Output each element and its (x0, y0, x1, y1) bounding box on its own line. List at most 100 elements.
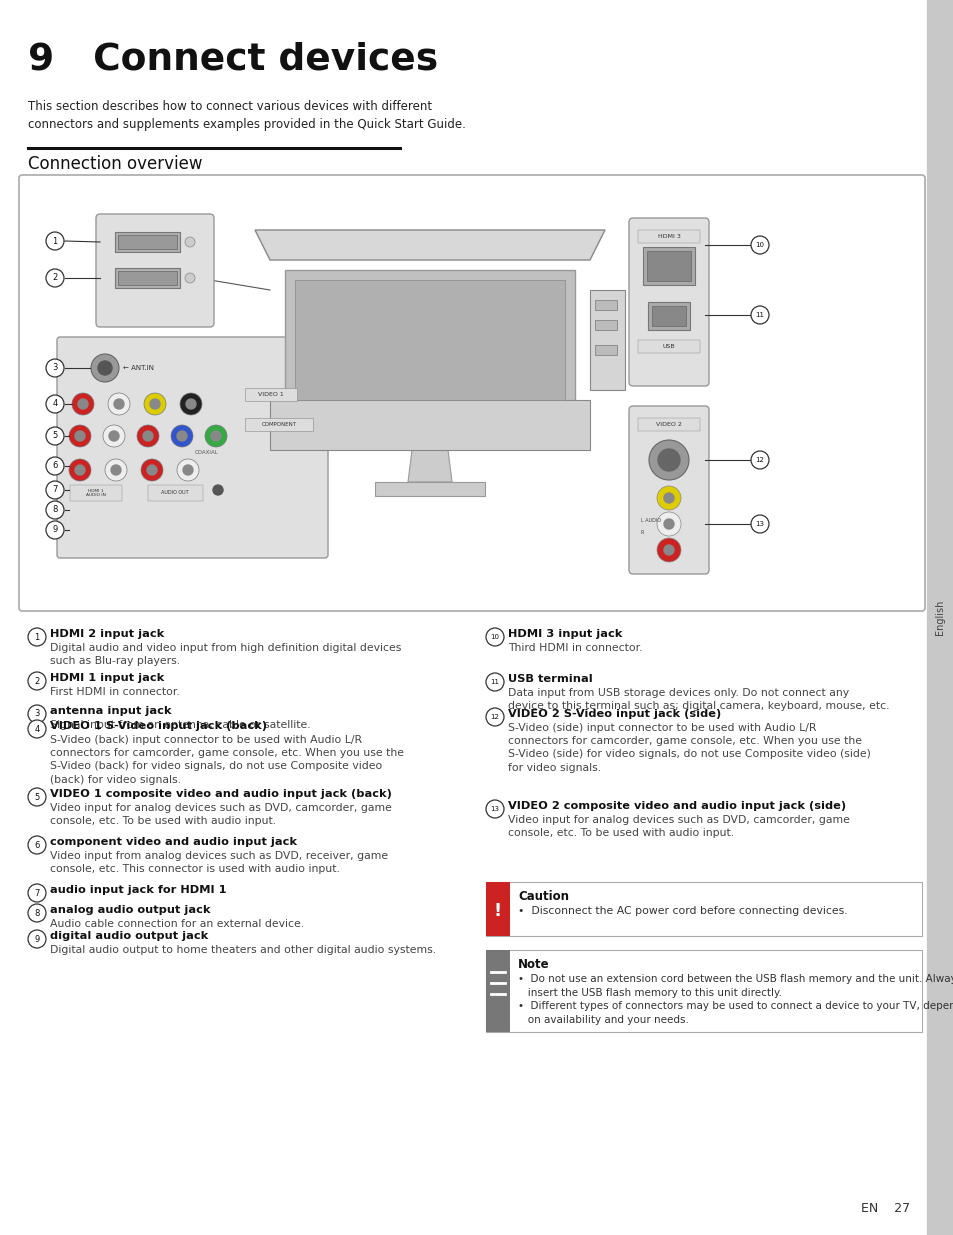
Circle shape (183, 466, 193, 475)
Bar (245, 388, 296, 401)
Bar (70, 485, 122, 501)
Text: COMPONENT: COMPONENT (261, 422, 296, 427)
Circle shape (46, 232, 64, 249)
Bar (485, 950, 921, 1032)
Text: Note: Note (517, 958, 549, 971)
Text: VIDEO 1 S-Video input jack (back): VIDEO 1 S-Video input jack (back) (50, 721, 267, 731)
Text: ← ANT.IN: ← ANT.IN (123, 366, 153, 370)
Text: 2: 2 (52, 273, 57, 283)
Polygon shape (254, 230, 604, 261)
Text: 5: 5 (34, 793, 40, 802)
Text: English: English (934, 599, 944, 635)
Bar (595, 320, 617, 330)
Circle shape (46, 521, 64, 538)
Text: 6: 6 (52, 462, 57, 471)
Text: L AUDIO: L AUDIO (640, 517, 660, 522)
Text: EN    27: EN 27 (860, 1202, 909, 1215)
Text: Digital audio output to home theaters and other digital audio systems.: Digital audio output to home theaters an… (50, 945, 436, 955)
Circle shape (46, 457, 64, 475)
Text: VIDEO 2: VIDEO 2 (656, 422, 681, 427)
Text: VIDEO 2 S-Video input jack (side): VIDEO 2 S-Video input jack (side) (507, 709, 720, 719)
Bar (589, 290, 624, 390)
Text: 1: 1 (52, 236, 57, 246)
Bar (638, 230, 700, 243)
Circle shape (750, 306, 768, 324)
Text: USB terminal: USB terminal (507, 674, 592, 684)
FancyBboxPatch shape (628, 219, 708, 387)
Circle shape (28, 720, 46, 739)
Circle shape (69, 425, 91, 447)
Text: 8: 8 (52, 505, 57, 515)
Bar (647, 303, 689, 330)
Text: HDMI 3: HDMI 3 (657, 233, 679, 240)
Circle shape (663, 493, 673, 503)
Text: 6: 6 (34, 841, 40, 850)
Circle shape (28, 904, 46, 923)
Text: HDMI 1
AUDIO IN: HDMI 1 AUDIO IN (86, 489, 106, 498)
Text: VIDEO 2 composite video and audio input jack (side): VIDEO 2 composite video and audio input … (507, 802, 845, 811)
Text: HDMI 2 input jack: HDMI 2 input jack (50, 629, 164, 638)
Circle shape (750, 515, 768, 534)
Text: VIDEO 1 composite video and audio input jack (back): VIDEO 1 composite video and audio input … (50, 789, 392, 799)
Text: 13: 13 (755, 521, 763, 527)
Text: Data input from USB storage devices only. Do not connect any
device to this term: Data input from USB storage devices only… (507, 688, 888, 711)
Text: Third HDMI in connector.: Third HDMI in connector. (507, 643, 641, 653)
Bar (118, 235, 177, 249)
Text: 10: 10 (490, 634, 499, 640)
Text: 13: 13 (490, 806, 499, 811)
Text: R: R (640, 530, 643, 535)
Text: 1: 1 (34, 632, 40, 641)
Text: 9: 9 (34, 935, 40, 944)
Bar (485, 882, 921, 936)
Text: analog audio output jack: analog audio output jack (50, 905, 211, 915)
Text: 5: 5 (52, 431, 57, 441)
Circle shape (143, 431, 152, 441)
Circle shape (28, 672, 46, 690)
Text: S-Video (side) input connector to be used with Audio L/R
connectors for camcorde: S-Video (side) input connector to be use… (507, 722, 870, 773)
Text: VIDEO 1: VIDEO 1 (258, 391, 284, 396)
Text: 2: 2 (34, 677, 40, 685)
Circle shape (46, 395, 64, 412)
Text: 9   Connect devices: 9 Connect devices (28, 42, 437, 78)
Circle shape (750, 236, 768, 254)
Text: 7: 7 (34, 888, 40, 898)
Circle shape (485, 673, 503, 692)
Circle shape (111, 466, 121, 475)
Text: Audio cable connection for an external device.: Audio cable connection for an external d… (50, 919, 304, 929)
Text: 12: 12 (755, 457, 763, 463)
Bar (270, 400, 589, 450)
Circle shape (28, 884, 46, 902)
Circle shape (663, 519, 673, 529)
Text: First HDMI in connector.: First HDMI in connector. (50, 687, 179, 697)
Text: 7: 7 (52, 485, 57, 494)
Circle shape (28, 705, 46, 722)
Circle shape (657, 538, 680, 562)
Bar (294, 280, 564, 400)
Text: 4: 4 (34, 725, 40, 734)
Circle shape (658, 450, 679, 471)
Circle shape (144, 393, 166, 415)
Text: 9: 9 (52, 526, 57, 535)
Text: Video input from analog devices such as DVD, receiver, game
console, etc. This c: Video input from analog devices such as … (50, 851, 388, 874)
Text: This section describes how to connect various devices with different
connectors : This section describes how to connect va… (28, 100, 465, 131)
Bar (638, 340, 700, 353)
Circle shape (171, 425, 193, 447)
Text: HDMI 1 input jack: HDMI 1 input jack (50, 673, 164, 683)
Text: 3: 3 (34, 709, 40, 719)
Text: 12: 12 (490, 714, 499, 720)
Circle shape (180, 393, 202, 415)
Bar (485, 882, 510, 936)
Text: Digital audio and video input from high definition digital devices
such as Blu-r: Digital audio and video input from high … (50, 643, 401, 666)
Text: Caution: Caution (517, 890, 568, 903)
Circle shape (137, 425, 159, 447)
Text: Video input for analog devices such as DVD, camcorder, game
console, etc. To be : Video input for analog devices such as D… (507, 815, 849, 839)
Text: audio input jack for HDMI 1: audio input jack for HDMI 1 (50, 885, 226, 895)
Circle shape (150, 399, 160, 409)
FancyBboxPatch shape (628, 406, 708, 574)
Text: Connection overview: Connection overview (28, 156, 202, 173)
Circle shape (28, 836, 46, 853)
Circle shape (177, 459, 199, 480)
Circle shape (663, 545, 673, 555)
Circle shape (46, 501, 64, 519)
Circle shape (46, 480, 64, 499)
